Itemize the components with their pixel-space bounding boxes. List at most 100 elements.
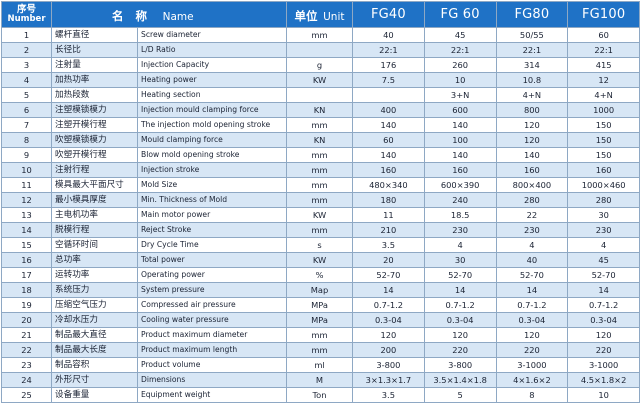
parameter-name-cn: 压缩空气压力 — [51, 297, 138, 313]
value-fg100: 60 — [567, 27, 640, 43]
row-number: 6 — [1, 102, 52, 118]
parameter-unit: % — [286, 267, 354, 283]
value-fg60: 3-800 — [423, 357, 497, 373]
table-row: 3 注射量 Injection Capacity g 176 260 314 415 — [1, 57, 640, 73]
table-row: 10 注射行程 Injection stroke mm 160 160 160 160 — [1, 162, 640, 178]
parameter-name-en: Cooling water pressure — [136, 312, 288, 328]
value-fg80: 0.7-1.2 — [495, 297, 569, 313]
parameter-name-en: Dimensions — [136, 372, 288, 388]
row-number: 13 — [1, 207, 52, 223]
parameter-name-cn: 制品容积 — [51, 357, 138, 373]
parameter-name-cn: 注射量 — [51, 57, 138, 73]
table-row: 25 设备重量 Equipment weight Ton 3.5 5 8 10 — [1, 387, 640, 403]
parameter-unit: mm — [286, 222, 354, 238]
parameter-name-cn: 螺杆直径 — [51, 27, 138, 43]
row-number: 9 — [1, 147, 52, 163]
value-fg100: 14 — [567, 282, 640, 298]
parameter-name-cn: 空循环时间 — [51, 237, 138, 253]
value-fg80: 22:1 — [495, 42, 569, 58]
parameter-unit: MPa — [286, 297, 354, 313]
row-number: 16 — [1, 252, 52, 268]
table-row: 8 吹塑模锁模力 Mould clamping force KN 60 100 120 150 — [1, 132, 640, 148]
parameter-name-en: Mold Size — [136, 177, 288, 193]
parameter-name-cn: 系统压力 — [51, 282, 138, 298]
name-header-en: Name — [162, 10, 194, 23]
row-number: 21 — [1, 327, 52, 343]
value-fg40: 0.3-04 — [352, 312, 425, 328]
row-number: 12 — [1, 192, 52, 208]
parameter-unit: mm — [286, 177, 354, 193]
value-fg80: 14 — [495, 282, 569, 298]
table-row: 18 系统压力 System pressure Map 14 14 14 14 — [1, 282, 640, 298]
value-fg100: 1000×460 — [567, 177, 640, 193]
value-fg100: 415 — [567, 57, 640, 73]
value-fg60: 160 — [423, 162, 497, 178]
value-fg40: 400 — [352, 102, 425, 118]
value-fg100: 120 — [567, 327, 640, 343]
row-number: 20 — [1, 312, 52, 328]
value-fg80: 120 — [495, 117, 569, 133]
value-fg80: 3-1000 — [495, 357, 569, 373]
value-fg100: 52-70 — [567, 267, 640, 283]
unit-header-en: Unit — [323, 10, 345, 23]
value-fg40: 52-70 — [352, 267, 425, 283]
value-fg100: 4.5×1.8×2 — [567, 372, 640, 388]
value-fg80: 40 — [495, 252, 569, 268]
row-number: 23 — [1, 357, 52, 373]
value-fg60: 0.7-1.2 — [423, 297, 497, 313]
value-fg80: 120 — [495, 327, 569, 343]
parameter-name-en: Min. Thickness of Mold — [136, 192, 288, 208]
value-fg60: 30 — [423, 252, 497, 268]
parameter-unit: KW — [286, 207, 354, 223]
row-number: 8 — [1, 132, 52, 148]
parameter-unit: g — [286, 57, 354, 73]
value-fg40: 20 — [352, 252, 425, 268]
value-fg100: 150 — [567, 132, 640, 148]
value-fg60: 600 — [423, 102, 497, 118]
row-number: 24 — [1, 372, 52, 388]
row-number: 19 — [1, 297, 52, 313]
table-row: 5 加热段数 Heating section 3+N 4+N 4+N — [1, 87, 640, 103]
value-fg80: 22 — [495, 207, 569, 223]
row-number: 10 — [1, 162, 52, 178]
value-fg60: 3.5×1.4×1.8 — [423, 372, 497, 388]
parameter-name-cn: 模具最大平面尺寸 — [51, 177, 138, 193]
parameter-name-en: Compressed air pressure — [136, 297, 288, 313]
table-row: 9 吹塑开模行程 Blow mold opening stroke mm 140 140 1… — [1, 147, 640, 163]
value-fg80: 50/55 — [495, 27, 569, 43]
name-header-cn: 名 称 — [112, 8, 152, 23]
value-fg60: 100 — [423, 132, 497, 148]
parameter-name-en: Dry Cycle Time — [136, 237, 288, 253]
parameter-name-en: Total power — [136, 252, 288, 268]
parameter-name-cn: 总功率 — [51, 252, 138, 268]
value-fg100: 280 — [567, 192, 640, 208]
value-fg60: 600×390 — [423, 177, 497, 193]
table-row: 11 模具最大平面尺寸 Mold Size mm 480×340 600×390 800×4… — [1, 177, 640, 193]
table-row: 20 冷却水压力 Cooling water pressure MPa 0.3-04 0.… — [1, 312, 640, 328]
table-row: 19 压缩空气压力 Compressed air pressure MPa 0.7-1.… — [1, 297, 640, 313]
value-fg40: 176 — [352, 57, 425, 73]
parameter-name-cn: 注塑模锁模力 — [51, 102, 138, 118]
value-fg100: 1000 — [567, 102, 640, 118]
row-number: 17 — [1, 267, 52, 283]
value-fg80: 140 — [495, 147, 569, 163]
value-fg40: 210 — [352, 222, 425, 238]
value-fg80: 314 — [495, 57, 569, 73]
parameter-unit: KN — [286, 102, 354, 118]
unit-header: 单位 Unit — [286, 1, 354, 28]
value-fg100: 10 — [567, 387, 640, 403]
table-row: 23 制品容积 Product volume ml 3-800 3-800 3-1000 3-… — [1, 357, 640, 373]
parameter-unit: s — [286, 237, 354, 253]
value-fg100: 4+N — [567, 87, 640, 103]
parameter-name-en: System pressure — [136, 282, 288, 298]
table-row: 13 主电机功率 Main motor power KW 11 18.5 22 30 — [1, 207, 640, 223]
parameter-name-en: Blow mold opening stroke — [136, 147, 288, 163]
value-fg60: 220 — [423, 342, 497, 358]
parameter-unit: Ton — [286, 387, 354, 403]
table-row: 16 总功率 Total power KW 20 30 40 45 — [1, 252, 640, 268]
row-number: 18 — [1, 282, 52, 298]
table-row: 14 脱模行程 Reject Stroke mm 210 230 230 230 — [1, 222, 640, 238]
value-fg80: 4+N — [495, 87, 569, 103]
table-row: 2 长径比 L/D Ratio 22:1 22:1 22:1 22:1 — [1, 42, 640, 58]
